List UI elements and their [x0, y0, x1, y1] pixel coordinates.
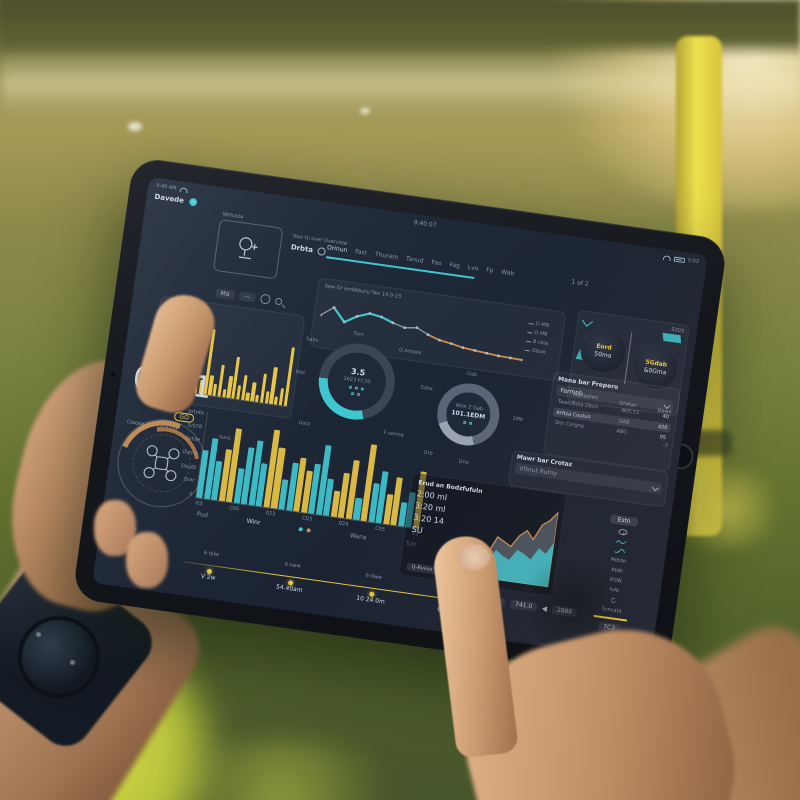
drone-icon [143, 445, 180, 482]
right-icon-strip: Estn Mdtdn Atde IFDN fvfb Syncata 7C [569, 509, 663, 650]
tab-fao[interactable]: Fao [430, 258, 443, 268]
wristwatch [18, 616, 100, 698]
orange-legend-dot [306, 527, 312, 533]
search-icon[interactable] [274, 297, 283, 305]
clock-icon[interactable] [617, 528, 628, 536]
quick-chips-row: Ma — [215, 287, 283, 306]
gauge-dots [348, 385, 364, 391]
chip-ma[interactable]: Ma [215, 287, 236, 300]
drone-logo-icon [238, 237, 258, 260]
tab-bar: Orinun Fast Thuram Tanud Fao Fag Lvo Fp … [327, 244, 589, 288]
gauge-primary-ring: 3.5 1623 FC70 [313, 338, 400, 425]
app-logo-card[interactable] [212, 219, 284, 280]
data-toggle-circle-icon[interactable] [317, 246, 327, 257]
stat-left-value: 50ma [593, 349, 612, 360]
tab-fag[interactable]: Fag [449, 261, 461, 270]
tab-tanud[interactable]: Tanud [405, 255, 425, 265]
fingernail [458, 544, 490, 570]
send-icon [581, 315, 594, 327]
dashboard-screen: 9:40 AM 9:40 07 5:03 Davede Welcoza [92, 176, 708, 662]
tablet-device: 9:40 AM 9:40 07 5:03 Davede Welcoza [71, 156, 729, 682]
brand-status-dot [188, 197, 198, 207]
line-chart-legend: O-MB O MB B clea Olaze [524, 320, 560, 357]
timeline-stop[interactable]: 6-0ww 10 24.0m [355, 572, 386, 606]
line-chart-panel: Sew Gr ambbburu Twv 10.0-23 O-MB O MB B … [309, 277, 567, 382]
timeline-stop[interactable]: 6 nww 54.40am [275, 561, 303, 595]
page-indicator: 1 of 2 [571, 278, 590, 288]
scribble-icon [615, 540, 627, 544]
field-marker [128, 122, 142, 131]
tab-wab[interactable]: Wab [500, 268, 515, 278]
gauge-secondary-ring: Wim 2 Gab 101.1EDM [433, 379, 504, 450]
circle-icon[interactable] [259, 293, 271, 305]
stats-divider [624, 332, 633, 384]
scribble-icon [614, 548, 626, 553]
gauge-primary: Tum O Amaze F verma Ostd Wot Sabv 3.5 16… [295, 330, 422, 439]
chevron-down-icon [663, 402, 671, 410]
teal-legend-dot [298, 526, 304, 532]
teal-wedge [662, 332, 682, 344]
battery-icon [673, 256, 686, 263]
chip-dash[interactable]: — [238, 291, 256, 303]
tab-fp[interactable]: Fp [485, 266, 494, 275]
wifi-icon [179, 186, 188, 193]
data-toggle-label[interactable]: Drbta [290, 243, 314, 255]
trend-card-button[interactable]: Q-Rvvvz [406, 562, 438, 575]
status-time-left: 9:40 AM [155, 182, 177, 192]
front-camera [109, 371, 117, 379]
stat-circle-left: Eord 50ma [577, 324, 630, 377]
status-time-right: 5:03 [687, 257, 700, 266]
field-marker [360, 108, 370, 114]
wifi-icon [662, 254, 672, 261]
left-fingertip [126, 532, 168, 588]
line-chart [319, 306, 524, 362]
drone-orientation-dial: suus [105, 407, 231, 521]
tab-lvo[interactable]: Lvo [467, 263, 479, 273]
status-time-center: 9:40 07 [413, 218, 437, 229]
chevron-down-icon [651, 484, 659, 492]
edit-button[interactable]: Estn [609, 514, 639, 528]
refresh-icon[interactable] [607, 597, 619, 605]
tab-fast[interactable]: Fast [354, 248, 368, 257]
gauge-primary-sub: 1623 FC70 [343, 375, 371, 386]
horizon-haze [0, 48, 800, 118]
strip-label[interactable]: Mdtdn [610, 556, 627, 565]
